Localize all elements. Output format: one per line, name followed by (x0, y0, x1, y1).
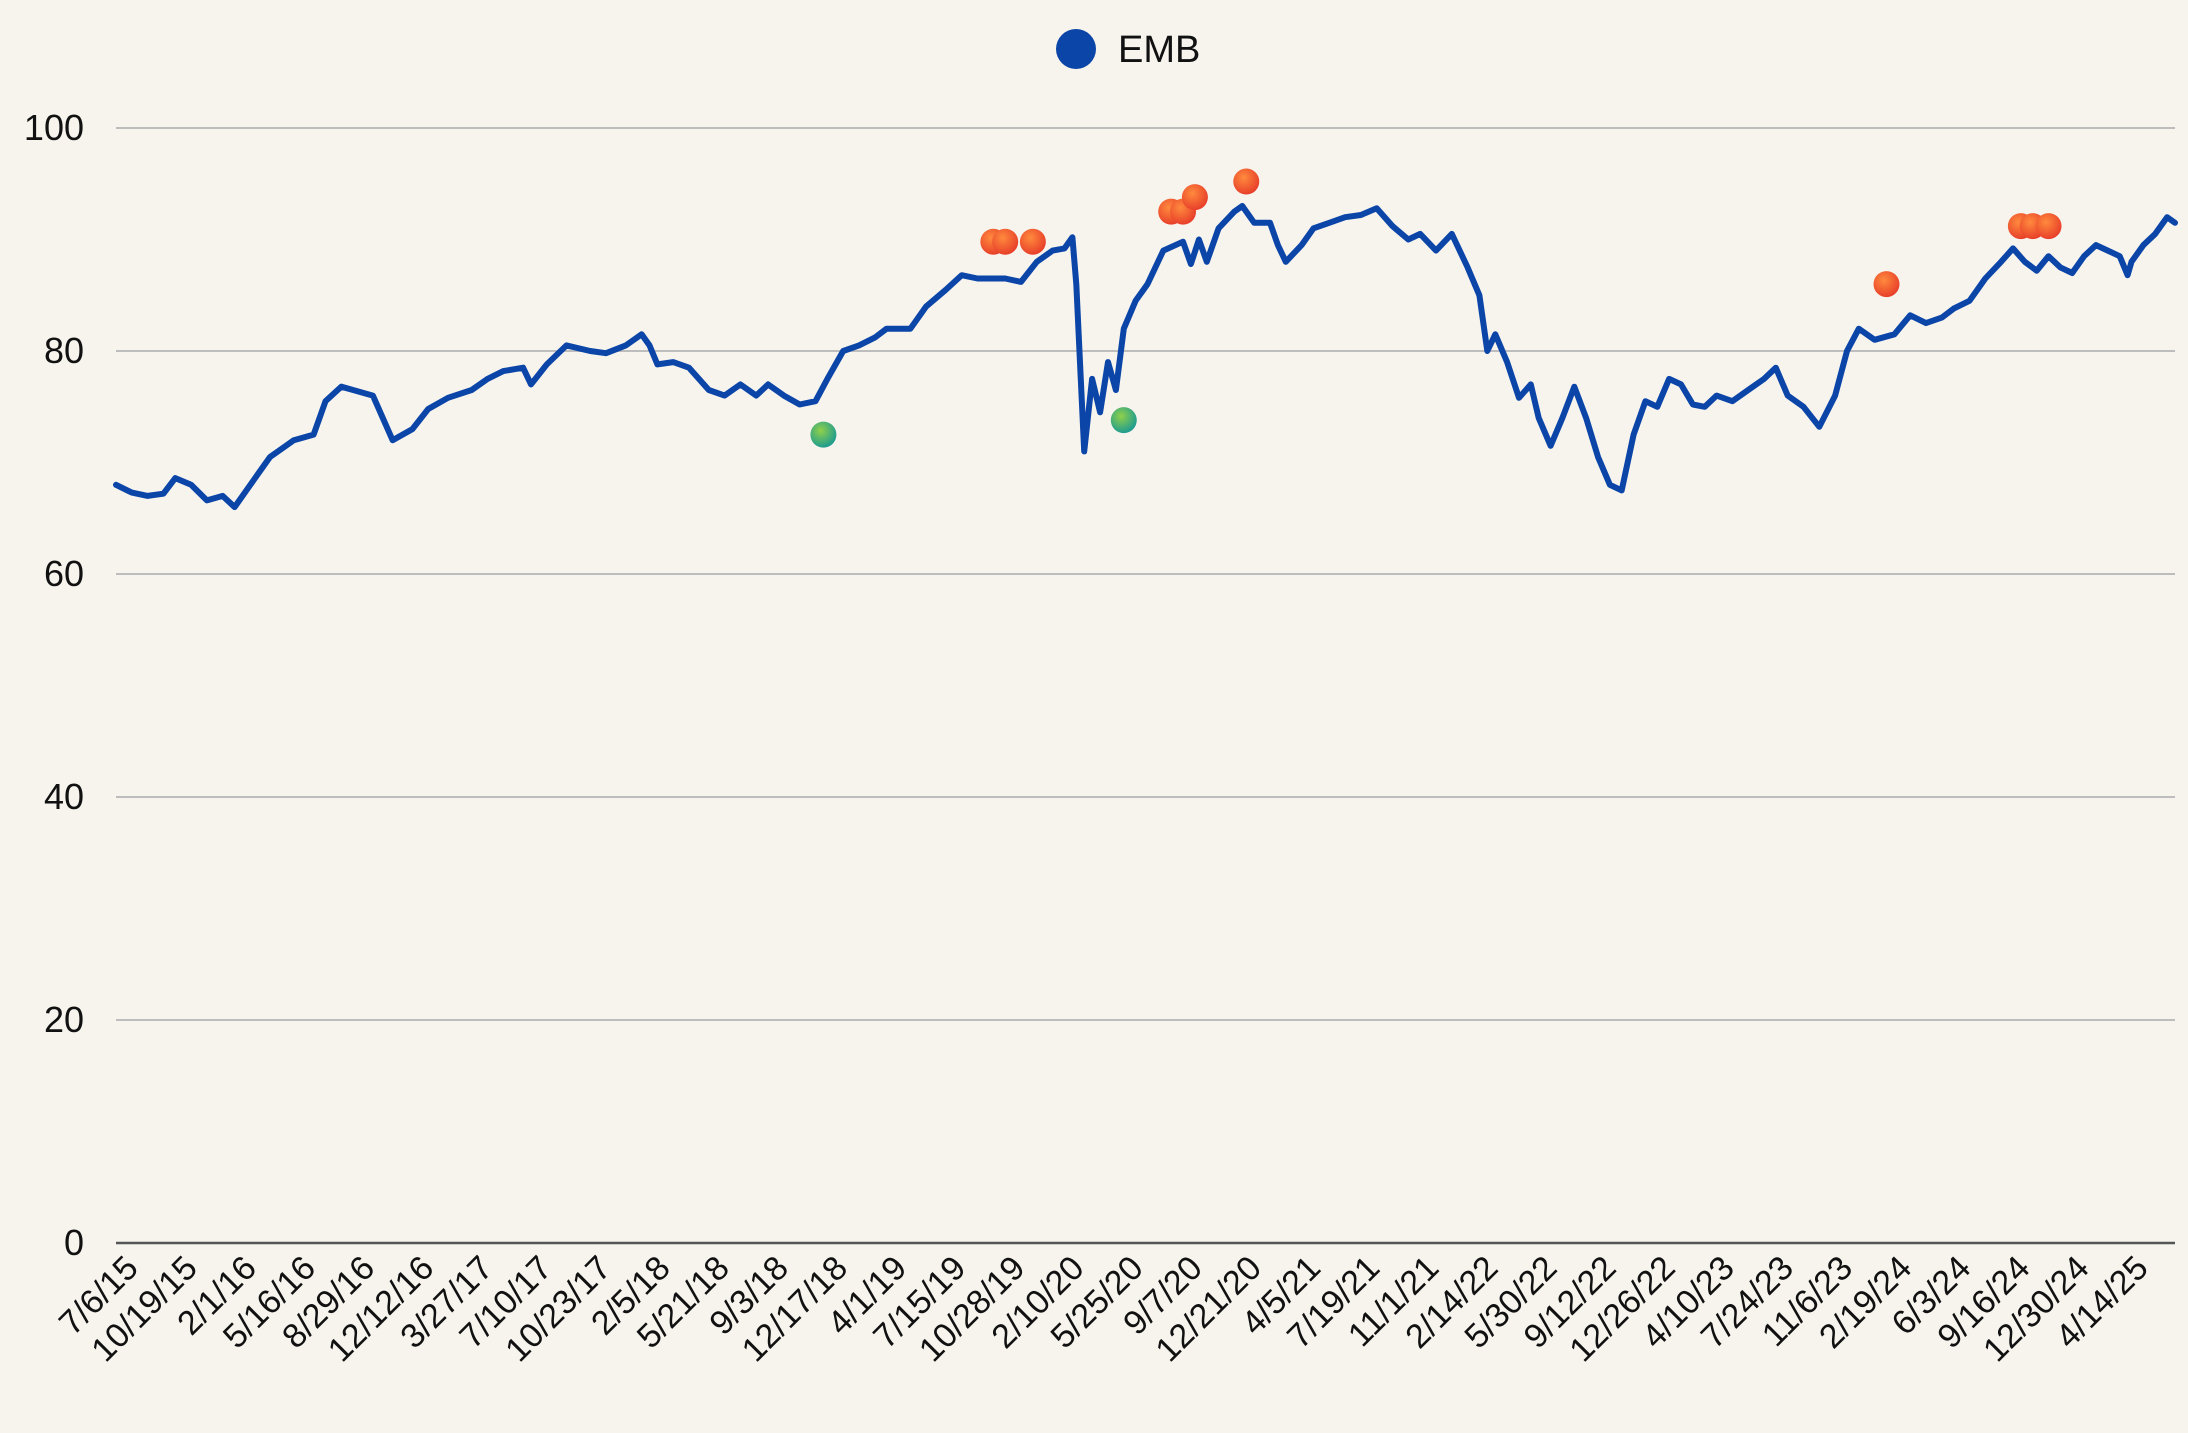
sell-marker (1233, 168, 1260, 195)
y-tick-label: 100 (24, 107, 84, 148)
sell-marker (2035, 213, 2062, 240)
legend-swatch-emb (1056, 29, 1096, 69)
x-axis-ticks: 7/6/1510/19/152/1/165/16/168/29/1612/12/… (52, 1249, 2156, 1369)
legend-label-emb: EMB (1118, 29, 1200, 71)
sell-marker (1019, 228, 1046, 255)
series-layer (113, 203, 2178, 511)
series-line-emb (113, 203, 2178, 511)
y-tick-label: 20 (44, 999, 84, 1040)
legend: EMB (1056, 29, 1200, 71)
sell-marker (1181, 184, 1208, 211)
trade-markers (810, 168, 2062, 448)
buy-marker (1110, 407, 1137, 434)
sell-marker (992, 228, 1019, 255)
y-axis-ticks: 0 20 40 60 80 100 (24, 107, 84, 1263)
sell-marker (1873, 271, 1900, 298)
y-tick-label: 0 (64, 1222, 84, 1263)
buy-marker (810, 421, 837, 448)
grid-lines (116, 127, 2175, 1245)
y-tick-label: 80 (44, 330, 84, 371)
y-tick-label: 60 (44, 553, 84, 594)
y-tick-label: 40 (44, 776, 84, 817)
